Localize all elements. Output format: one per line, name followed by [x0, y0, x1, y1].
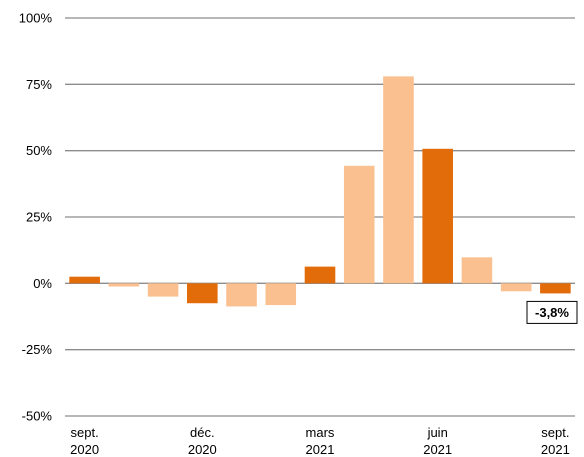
x-tick-label: 2020	[188, 442, 217, 457]
bar	[343, 165, 375, 284]
bar	[540, 283, 571, 294]
bar	[226, 283, 257, 307]
x-tick-label: mars	[306, 425, 335, 440]
bar	[500, 283, 532, 292]
x-tick-label: déc.	[190, 425, 215, 440]
bar	[69, 276, 100, 284]
x-tick-label: 2021	[423, 442, 452, 457]
x-tick-label: juin	[427, 425, 448, 440]
y-tick-label: 0%	[33, 276, 52, 291]
x-tick-label: 2021	[306, 442, 335, 457]
bar	[187, 283, 218, 304]
x-axis-ticks: sept. 2020 déc. 2020 mars 2021 juin 2021 sept. 20…	[70, 425, 570, 457]
bars	[69, 76, 571, 307]
y-tick-label: 25%	[26, 210, 52, 225]
data-label-box	[526, 300, 578, 324]
bar	[147, 283, 179, 297]
bar	[265, 283, 297, 306]
x-tick-label: 2021	[541, 442, 570, 457]
x-tick-label: sept.	[71, 425, 99, 440]
data-labels: -3,8%	[526, 300, 578, 324]
x-tick-label: sept.	[541, 425, 569, 440]
y-tick-label: 75%	[26, 77, 52, 92]
y-tick-label: 50%	[26, 143, 52, 158]
gridlines	[65, 17, 575, 417]
bar	[461, 257, 493, 284]
bar	[304, 266, 336, 284]
y-tick-label: 100%	[19, 11, 53, 26]
y-tick-label: -25%	[22, 342, 53, 357]
x-tick-label: 2020	[70, 442, 99, 457]
bar	[108, 283, 140, 287]
bar	[422, 148, 453, 284]
y-tick-label: -50%	[22, 409, 53, 424]
y-axis-ticks: 100% 75% 50% 25% 0% -25% -50%	[19, 11, 53, 424]
bar	[383, 76, 414, 284]
data-label: -3,8%	[535, 305, 569, 320]
